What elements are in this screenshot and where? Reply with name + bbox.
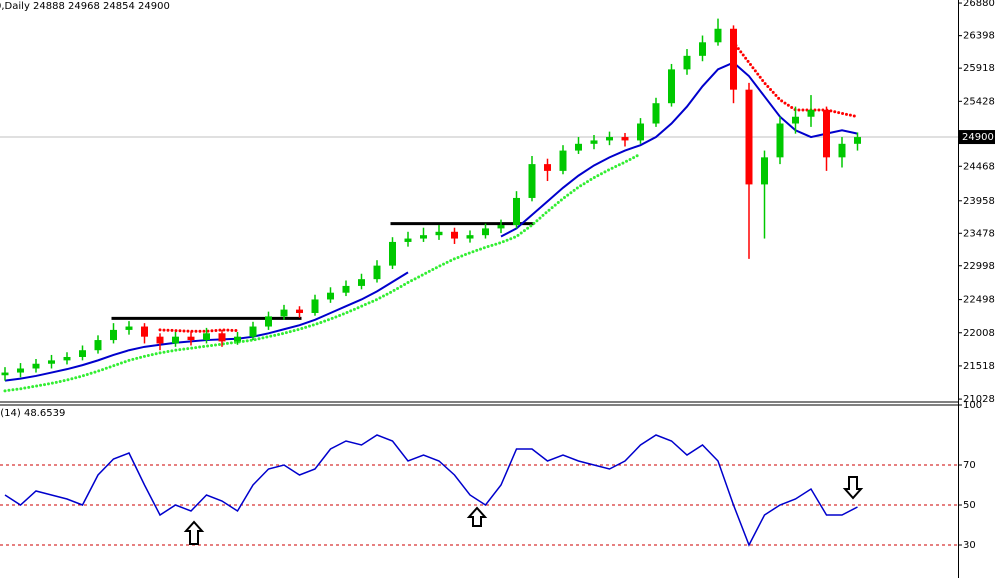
candle-body [854,137,861,144]
last-price-label: 24900 [962,132,994,143]
candle-body [606,137,613,141]
candle-body [683,55,691,70]
y-tick-label: 30 [963,540,976,551]
candle-body [823,109,830,158]
main-title: DJ30,Daily 24888 24968 24854 24900 [0,1,170,12]
y-tick-label: 100 [963,400,982,411]
candle-body [420,235,427,239]
candle-body [482,228,489,236]
candle-body [79,350,86,357]
candle-body [187,336,195,341]
candle-body [730,28,737,90]
candle-body [1,372,9,376]
candle-body [203,333,210,341]
candle-body [761,157,768,185]
candle-body [265,316,272,327]
candle-body [125,326,133,330]
candle-body [590,140,598,144]
last-price-box [959,130,995,145]
candle-body [280,309,288,317]
y-tick-label: 26880 [963,0,995,9]
candle-body [327,292,334,300]
y-tick-label: 23958 [963,196,995,207]
candle-body [714,28,722,43]
candle-body [218,333,226,342]
candle-body [621,137,629,141]
y-tick-label: 22998 [963,261,995,272]
candle-body [699,42,706,56]
candle-body [296,309,303,313]
candle-body [404,238,412,242]
candle-body [637,123,644,141]
candle-body [575,143,582,151]
arrows [183,476,864,545]
rsi-line [4,434,858,547]
candle-body [48,360,55,364]
candle-body [172,336,179,344]
candle-body [559,150,567,171]
rsi-title: RSI(14) 48.6539 [0,408,65,419]
candle-body [389,241,396,266]
y-tick-label: 22008 [963,328,995,339]
y-tick-label: 26398 [963,31,995,42]
candle-body [838,143,846,158]
candle-body [435,231,443,236]
candle-body [652,103,660,124]
candle-body [17,368,24,373]
candle-body [94,340,102,351]
y-tick-label: 25428 [963,96,995,107]
y-tick-label: 50 [963,500,976,511]
candle-body [63,356,71,361]
candle-body [32,363,40,369]
candle-body [311,299,319,313]
candle-body [358,279,365,286]
candle-body [466,235,474,239]
up-arrow [183,520,205,545]
y-tick-label: 21518 [963,361,995,372]
dotted-ma [3,152,642,393]
candle-body [156,336,164,344]
candle-body [110,329,117,341]
candle-body [528,164,536,198]
down-arrow [842,476,864,500]
candle-body [234,336,241,342]
candle-body [513,197,520,226]
y-tick-label: 22498 [963,295,995,306]
y-tick-label: 25918 [963,63,995,74]
candle-body [745,89,753,185]
candle-body [544,164,551,171]
candle-body [141,326,148,337]
y-tick-label: 21028 [963,394,995,405]
candle-body [451,231,458,239]
candle-body [807,109,815,117]
candle-body [497,225,505,229]
candle-body [373,265,381,280]
y-tick-label: 24468 [963,161,995,172]
y-tick-label: 23478 [963,228,995,239]
candle-body [668,69,675,104]
candle-body [249,326,257,337]
candle-body [792,116,799,124]
candle-body [776,123,784,158]
y-tick-label: 70 [963,460,976,471]
up-arrow [466,506,488,527]
candle-body [342,285,350,293]
